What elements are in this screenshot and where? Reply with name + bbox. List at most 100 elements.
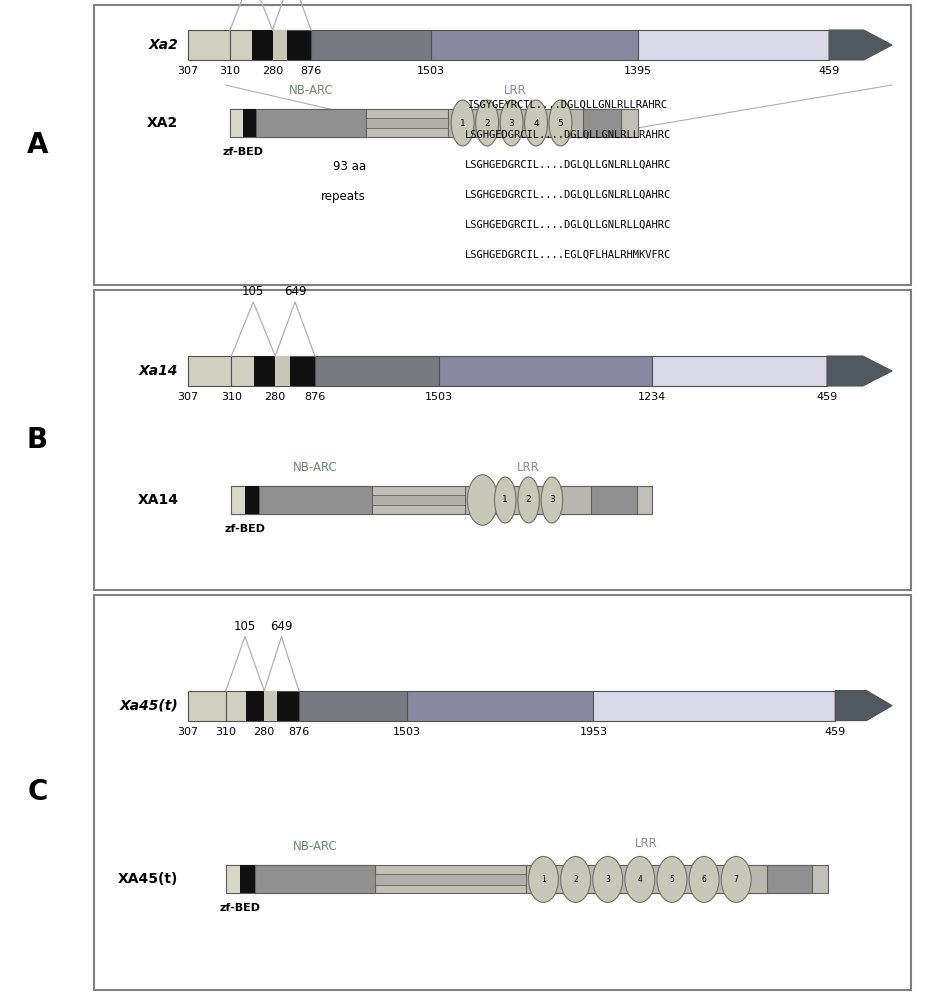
Text: 2: 2 bbox=[573, 875, 578, 884]
Bar bbox=[311, 30, 431, 60]
Bar bbox=[246, 691, 264, 721]
Bar bbox=[245, 486, 258, 514]
Text: 310: 310 bbox=[221, 392, 242, 402]
Bar bbox=[225, 865, 828, 893]
Text: LSGHGEDGRCIL....DGLQLLGNLRLLQAHRC: LSGHGEDGRCIL....DGLQLLGNLRLLQAHRC bbox=[465, 220, 671, 230]
Text: 280: 280 bbox=[262, 66, 284, 76]
Bar bbox=[256, 109, 366, 137]
Text: LSGHGEDGRCIL....DGLQLLGNLRLLQAHRC: LSGHGEDGRCIL....DGLQLLGNLRLLQAHRC bbox=[465, 190, 671, 200]
Text: NB-ARC: NB-ARC bbox=[293, 461, 338, 474]
Polygon shape bbox=[835, 691, 892, 721]
Ellipse shape bbox=[721, 856, 751, 902]
Text: 2: 2 bbox=[526, 495, 531, 504]
Bar bbox=[372, 495, 465, 505]
Bar bbox=[652, 356, 827, 386]
Bar bbox=[366, 118, 448, 128]
Bar bbox=[254, 356, 275, 386]
Text: Xa45(t): Xa45(t) bbox=[119, 699, 178, 713]
Text: 4: 4 bbox=[638, 875, 642, 884]
Text: 1953: 1953 bbox=[579, 727, 608, 737]
Ellipse shape bbox=[561, 856, 591, 902]
Bar bbox=[94, 5, 911, 285]
Text: zf-BED: zf-BED bbox=[224, 524, 266, 534]
Polygon shape bbox=[827, 356, 892, 386]
Text: 93 aa: 93 aa bbox=[333, 160, 366, 173]
Text: 1: 1 bbox=[502, 495, 508, 504]
Text: 459: 459 bbox=[816, 392, 838, 402]
Text: 4: 4 bbox=[533, 118, 539, 127]
Bar bbox=[252, 30, 272, 60]
Text: Xa2: Xa2 bbox=[148, 38, 178, 52]
Text: 105: 105 bbox=[242, 285, 265, 298]
Bar bbox=[272, 30, 311, 60]
Text: 307: 307 bbox=[177, 727, 198, 737]
Text: ISGYGEYRCTL....DGLQLLGNLRLLRAHRC: ISGYGEYRCTL....DGLQLLGNLRLLRAHRC bbox=[469, 100, 668, 110]
Bar bbox=[299, 691, 408, 721]
Bar bbox=[230, 30, 272, 60]
Text: B: B bbox=[27, 426, 48, 454]
Text: 2: 2 bbox=[485, 118, 490, 127]
Bar bbox=[275, 356, 315, 386]
Ellipse shape bbox=[529, 856, 559, 902]
Bar bbox=[94, 290, 911, 590]
Text: Xa14: Xa14 bbox=[139, 364, 178, 378]
Text: NB-ARC: NB-ARC bbox=[293, 840, 337, 853]
Text: 876: 876 bbox=[288, 727, 310, 737]
Text: 307: 307 bbox=[177, 66, 198, 76]
Text: 3: 3 bbox=[509, 118, 515, 127]
Bar bbox=[376, 874, 526, 885]
Text: LRR: LRR bbox=[504, 84, 527, 97]
Bar bbox=[275, 356, 290, 386]
Ellipse shape bbox=[452, 100, 474, 146]
Bar bbox=[240, 865, 254, 893]
Ellipse shape bbox=[495, 477, 516, 523]
Bar bbox=[593, 691, 835, 721]
Bar bbox=[243, 109, 256, 137]
Text: 649: 649 bbox=[270, 620, 293, 633]
Bar bbox=[231, 486, 652, 514]
Polygon shape bbox=[829, 30, 892, 60]
Text: NB-ARC: NB-ARC bbox=[289, 84, 334, 97]
Text: 310: 310 bbox=[220, 66, 240, 76]
Bar bbox=[465, 486, 591, 514]
Text: XA45(t): XA45(t) bbox=[118, 872, 178, 886]
Bar bbox=[230, 109, 638, 137]
Ellipse shape bbox=[549, 100, 572, 146]
Text: 3: 3 bbox=[549, 495, 555, 504]
Bar bbox=[225, 691, 264, 721]
Text: 1: 1 bbox=[460, 118, 466, 127]
Ellipse shape bbox=[657, 856, 687, 902]
Text: 1503: 1503 bbox=[393, 727, 422, 737]
Bar bbox=[272, 30, 287, 60]
Text: XA2: XA2 bbox=[147, 116, 178, 130]
Bar bbox=[254, 865, 376, 893]
Bar bbox=[448, 109, 582, 137]
Text: 1503: 1503 bbox=[417, 66, 445, 76]
Bar bbox=[431, 30, 638, 60]
Text: 459: 459 bbox=[819, 66, 839, 76]
Bar bbox=[188, 691, 225, 721]
Text: 459: 459 bbox=[824, 727, 846, 737]
Text: XA14: XA14 bbox=[137, 493, 178, 507]
Bar bbox=[408, 691, 593, 721]
Text: 1: 1 bbox=[541, 875, 546, 884]
Text: 105: 105 bbox=[234, 620, 256, 633]
Text: LRR: LRR bbox=[516, 461, 539, 474]
Text: 307: 307 bbox=[177, 392, 198, 402]
Text: zf-BED: zf-BED bbox=[220, 903, 261, 913]
Bar bbox=[526, 865, 767, 893]
Ellipse shape bbox=[525, 100, 547, 146]
Bar bbox=[225, 865, 254, 893]
Ellipse shape bbox=[468, 475, 498, 525]
Text: 3: 3 bbox=[606, 875, 610, 884]
Bar bbox=[188, 356, 231, 386]
Text: 7: 7 bbox=[733, 875, 739, 884]
Text: 876: 876 bbox=[300, 66, 321, 76]
Text: 1503: 1503 bbox=[425, 392, 454, 402]
Text: 280: 280 bbox=[265, 392, 285, 402]
Bar bbox=[582, 109, 622, 137]
Text: 5: 5 bbox=[670, 875, 674, 884]
Ellipse shape bbox=[518, 477, 539, 523]
Text: 1234: 1234 bbox=[638, 392, 667, 402]
Text: zf-BED: zf-BED bbox=[223, 147, 264, 157]
